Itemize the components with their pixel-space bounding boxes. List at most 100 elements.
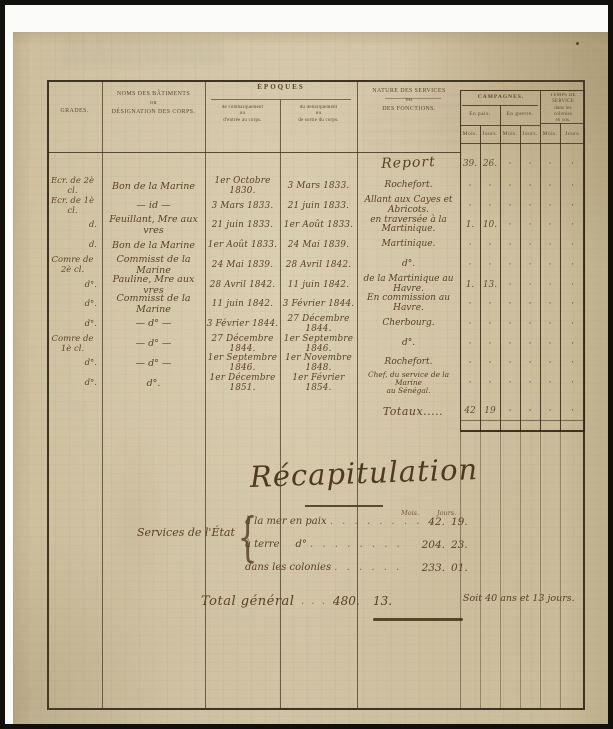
colonies-mois-cell: · [548,338,552,349]
header-line: TEMPS DE [550,93,576,98]
grid-line [540,432,541,710]
grade-cell: d°. [84,378,97,388]
campagne-guerre-mois-cell: · [508,378,512,388]
campagne-guerre-mois-cell: · [508,220,512,231]
nature-cell: En commission au Havre. [357,293,460,314]
date-debarquement-cell: 21 juin 1833. [287,200,350,211]
date-embarquement-cell: 3 Mars 1833. [211,200,274,211]
grid-line [480,125,481,432]
designation-cell: Bon de la Marine [112,180,195,192]
colonies-mois-cell: · [548,378,552,388]
column-header-nature: NATURE DES SERVICES ou DES FONCTIONS. [359,87,459,114]
campagne-guerre-mois-cell: · [508,338,512,349]
date-embarquement-cell: 28 Avril 1842. [209,279,276,290]
campagne-guerre-jours-cell: · [528,259,532,270]
table-row: d. Bon de la Marine 1er Août 1833. 24 Ma… [47,235,585,255]
date-embarquement-cell: 11 juin 1842. [211,299,274,310]
recap-line-label: dans les colonies [245,562,332,573]
totaux-mois-guerre: · [508,406,512,416]
column-header-jours: Jours. [565,131,581,137]
ink-bleed-stain [64,38,226,68]
nature-cell: Rochefort. [357,176,460,196]
total-general-jours: 13. [373,594,393,608]
date-embarquement-cell: 24 Mai 1839. [211,259,274,270]
campagne-paix-jours-cell: · [488,318,492,329]
column-header-en-guerre: En guerre. [506,111,534,117]
nature-line: Cherbourg. [382,317,435,328]
designation-cell: Bon de la Marine [112,239,195,251]
header-line: DÉSIGNATION DES CORPS. [111,109,196,115]
column-header-jours: Jours. [482,131,498,137]
campagne-guerre-mois-cell: · [508,279,512,290]
nature-line: d°. [401,258,416,269]
grade-cell: d°. [84,279,97,290]
header-line: de sortie du corps. [298,117,339,123]
colonies-mois-cell: · [548,318,552,329]
campagne-guerre-jours-cell: · [528,299,532,310]
report-mois-colonies: · [548,159,552,169]
colonies-jours-cell: · [571,299,574,310]
nature-line: de la Martinique au Havre. [363,273,454,294]
colonies-mois-cell: · [548,200,552,211]
column-header-en-paix: En paix. [469,111,491,117]
date-debarquement-cell: 27 Décembre 1844. [287,313,350,334]
recap-jours-header: Jours. [437,509,457,517]
campagne-guerre-jours-cell: · [528,318,532,329]
nature-line: au Sénégal. [386,386,431,396]
campagne-guerre-jours-cell: · [528,338,532,349]
date-embarquement-cell: 1er Septembre 1846. [207,353,278,374]
grade-cell: d°. [84,318,97,329]
campagne-paix-mois-cell: · [468,181,472,191]
campagne-guerre-jours-cell: · [528,181,532,191]
campagne-guerre-mois-cell: · [508,358,512,369]
nature-cell: Chef, du service de la Marine au Sénégal… [357,370,460,396]
grade-cell: d. [88,240,97,251]
total-general-label: Total général [201,594,295,609]
totaux-row: Totaux..... 42 19 · · · · [47,401,585,421]
campagne-guerre-mois-cell: · [508,240,512,251]
nature-cell: d°. [357,255,460,275]
grid-line [47,152,461,154]
leader-dots: . . . . [301,596,338,607]
campagne-paix-jours-cell: 13. [482,279,498,290]
header-line: SERVICE [552,99,574,105]
header-line: dans les [554,105,572,111]
totaux-mois-colonies: · [548,406,552,416]
campagne-paix-mois-cell: · [468,338,472,349]
recapitulation-title: Récapitulation [249,452,479,494]
recap-line-terre: à terre d° . . . . . . . . [245,539,505,555]
campagne-guerre-jours-cell: · [528,378,532,388]
title-underline [305,505,383,507]
nature-cell: d°. [357,334,460,354]
date-debarquement-cell: 24 Mai 1839. [287,240,350,251]
grid-line [102,80,103,710]
grid-line [385,98,441,99]
nature-line: En commission au Havre. [367,293,450,314]
grid-line [560,432,561,710]
grade-cell: d°. [84,299,97,310]
document-page: GRADES. NOMS DES BÂTIMENTS ou DÉSIGNATIO… [13,32,608,724]
colonies-mois-cell: · [548,299,552,310]
paper-stain [103,422,163,622]
table-row: d°. d°. 1er Décembre 1851. 1er Février 1… [47,370,585,396]
date-debarquement-cell: 1er Novembre 1848. [285,353,352,374]
column-header-designation: NOMS DES BÂTIMENTS ou DÉSIGNATION DES CO… [104,90,203,117]
nature-cell: Allant aux Cayes et Abricots. [357,194,460,216]
colonies-jours-cell: · [571,358,574,369]
leader-dots: . . . . . . . . [329,516,423,527]
campagne-paix-jours-cell: · [488,240,492,251]
nature-line: Allant aux Cayes et Abricots. [364,194,453,215]
recap-colonies-mois: 233. [421,562,445,574]
designation-cell: Feuillant, Mre aux vres [109,214,198,237]
date-embarquement-cell: 3 Février 1844. [206,318,279,329]
grid-line [205,80,206,710]
campagne-guerre-jours-cell: · [528,200,532,211]
grade-cell: Ecr. de 2è cl. [50,176,95,196]
table-row: Comre de 2è cl. Commisst de la Marine 24… [47,254,585,276]
colonies-mois-cell: · [548,279,552,290]
date-embarquement-cell: 1er Décembre 1851. [209,373,276,393]
totaux-label: Totaux..... [382,404,444,418]
header-line: du débarquement [299,105,338,110]
table-border [47,80,585,710]
